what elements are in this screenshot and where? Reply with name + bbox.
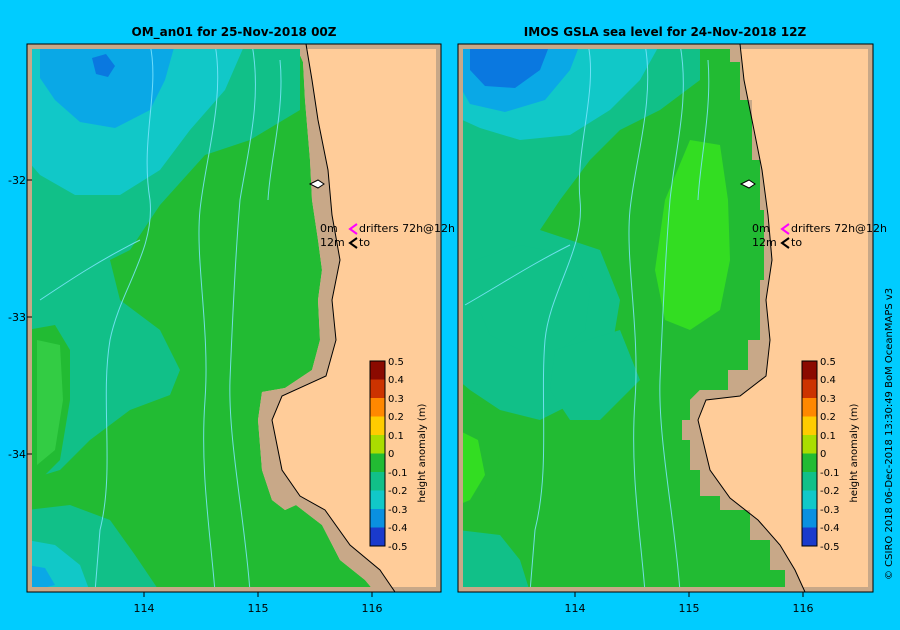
left-colorbar: 0.5 0.4 0.3 0.2 0.1 0 -0.1 -0.2 -0.3 -0.… xyxy=(369,357,428,553)
left-colorbar-frame xyxy=(369,360,386,547)
right-colorbar: 0.5 0.4 0.3 0.2 0.1 0 -0.1 -0.2 -0.3 -0.… xyxy=(801,357,860,553)
left-ytick-2: -33 xyxy=(8,311,26,324)
left-drifter-a-label: drifters 72h@12h xyxy=(359,222,455,235)
left-cb-tick-9: -0.3 xyxy=(388,505,408,516)
left-cb-tick-5: 0.1 xyxy=(388,431,404,442)
left-drifter-a-marker xyxy=(348,223,358,235)
right-panel-title: IMOS GSLA sea level for 24-Nov-2018 12Z xyxy=(524,25,807,39)
right-cb-tick-4: 0.2 xyxy=(820,412,836,423)
right-colorbar-frame xyxy=(801,360,818,547)
right-drifter-b-label: to xyxy=(791,236,802,249)
right-bathymetry xyxy=(464,44,710,592)
right-drifter-b-marker xyxy=(780,237,790,249)
left-cb-tick-8: -0.2 xyxy=(388,486,408,497)
right-cb-tick-3: 0.3 xyxy=(820,394,836,405)
left-ytick-1: -32 xyxy=(8,174,26,187)
left-lightblue-sw xyxy=(27,565,55,592)
left-cb-tick-2: 0.4 xyxy=(388,375,404,386)
left-drifter-a-time: 0m xyxy=(320,222,338,235)
right-bright-green-w xyxy=(458,430,485,505)
left-cb-tick-1: 0.5 xyxy=(388,357,404,368)
left-coastline xyxy=(271,44,396,592)
left-blue-core xyxy=(92,54,115,77)
left-cb-tick-11: -0.5 xyxy=(388,542,408,553)
left-colorbar-label: height anomaly (m) xyxy=(417,403,428,502)
right-cb-tick-5: 0.1 xyxy=(820,431,836,442)
left-frame-band xyxy=(27,44,441,592)
right-cb-tick-9: -0.3 xyxy=(820,505,840,516)
credit-text: © CSIRO 2018 06-Dec-2018 13:30:49 BoM Oc… xyxy=(884,288,895,580)
left-drifter-b-label: to xyxy=(359,236,370,249)
left-ytick-3: -34 xyxy=(8,448,26,461)
left-border xyxy=(26,43,442,593)
left-bathymetry xyxy=(39,44,282,592)
right-drifter-a-label: drifters 72h@12h xyxy=(791,222,887,235)
left-panel-title: OM_an01 for 25-Nov-2018 00Z xyxy=(132,25,337,40)
right-cb-tick-8: -0.2 xyxy=(820,486,840,497)
left-cb-tick-10: -0.4 xyxy=(388,523,408,534)
left-xtick-1: 114 xyxy=(134,602,155,615)
left-green-inner xyxy=(37,340,63,465)
left-xtick-2: 115 xyxy=(248,602,269,615)
right-drifter-b-time: 12m xyxy=(752,236,777,249)
right-blue-core xyxy=(470,44,550,88)
right-xtick-1: 114 xyxy=(565,602,586,615)
right-bright-green-ridge xyxy=(655,140,730,330)
right-drifter-legend: 0m drifters 72h@12h 12m to xyxy=(752,222,887,249)
left-cb-tick-7: -0.1 xyxy=(388,468,408,479)
right-frame-band xyxy=(458,44,873,592)
right-cb-tick-1: 0.5 xyxy=(820,357,836,368)
right-drifter-a-marker xyxy=(780,223,790,235)
left-xtick-3: 116 xyxy=(362,602,383,615)
left-drifter-b-time: 12m xyxy=(320,236,345,249)
left-cb-tick-3: 0.3 xyxy=(388,394,404,405)
left-island xyxy=(308,179,325,189)
right-cb-tick-2: 0.4 xyxy=(820,375,836,386)
right-cb-tick-11: -0.5 xyxy=(820,542,840,553)
right-teal-south xyxy=(458,530,530,592)
left-cb-tick-6: 0 xyxy=(388,449,394,460)
right-colorbar-label: height anomaly (m) xyxy=(849,403,860,502)
left-drifter-legend: 0m drifters 72h@12h 12m to xyxy=(320,222,455,249)
right-cb-tick-10: -0.4 xyxy=(820,523,840,534)
right-border xyxy=(457,43,874,593)
right-xtick-3: 116 xyxy=(793,602,814,615)
left-lightblue-nw xyxy=(40,44,175,128)
right-drifter-a-time: 0m xyxy=(752,222,770,235)
left-cb-tick-4: 0.2 xyxy=(388,412,404,423)
right-teal-center xyxy=(475,245,590,350)
left-coast-band xyxy=(258,44,395,592)
right-island xyxy=(739,179,756,189)
left-colorbar-bands xyxy=(370,361,385,546)
right-teal-deep xyxy=(550,330,640,420)
right-coastline xyxy=(697,44,806,592)
right-xtick-2: 115 xyxy=(679,602,700,615)
right-cb-tick-7: -0.1 xyxy=(820,468,840,479)
left-drifter-b-marker xyxy=(348,237,358,249)
left-map xyxy=(27,44,441,592)
right-colorbar-bands xyxy=(802,361,817,546)
right-cb-tick-6: 0 xyxy=(820,449,826,460)
